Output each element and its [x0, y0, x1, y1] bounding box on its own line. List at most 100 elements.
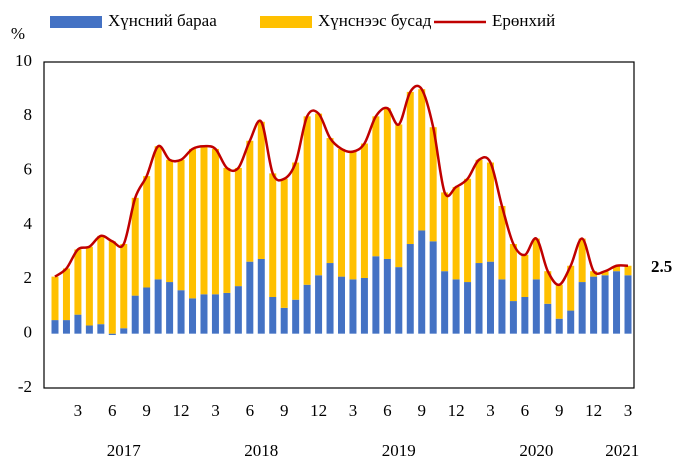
bar	[280, 307, 288, 334]
bar	[200, 294, 208, 334]
bar	[97, 235, 105, 325]
x-tick-label: 9	[555, 401, 564, 420]
bar	[269, 173, 277, 297]
bar	[555, 284, 563, 319]
bar	[189, 298, 197, 334]
bar	[464, 282, 472, 334]
x-tick-label: 12	[173, 401, 190, 420]
bar	[292, 299, 300, 334]
bar	[257, 258, 265, 334]
x-tick-label: 3	[349, 401, 358, 420]
bar	[601, 275, 609, 334]
bar	[108, 241, 116, 334]
bar	[326, 263, 334, 334]
bar	[62, 268, 70, 321]
y-tick-label: 6	[24, 160, 33, 179]
bar	[177, 159, 185, 291]
y-tick-label: 0	[24, 323, 33, 342]
bar	[280, 178, 288, 308]
bar	[498, 205, 506, 280]
x-tick-label: 9	[280, 401, 289, 420]
bar	[131, 295, 139, 334]
bar	[509, 244, 517, 302]
bar	[429, 241, 437, 334]
bar	[441, 271, 449, 334]
y-tick-label: 8	[24, 105, 33, 124]
legend-swatch	[50, 16, 102, 28]
year-label: 2021	[605, 441, 639, 460]
bar	[211, 294, 219, 334]
x-tick-label: 3	[486, 401, 495, 420]
bar	[418, 89, 426, 231]
bar	[475, 159, 483, 264]
x-tick-label: 3	[624, 401, 633, 420]
bar	[74, 314, 82, 334]
bar	[509, 301, 517, 334]
bar	[567, 265, 575, 311]
bar	[74, 249, 82, 315]
x-tick-label: 6	[521, 401, 530, 420]
bar	[475, 263, 483, 334]
bar	[338, 148, 345, 277]
bar	[303, 284, 311, 334]
bar	[567, 310, 575, 334]
y-unit-label: %	[11, 24, 25, 43]
bar	[120, 328, 128, 334]
annotation: 2.5	[651, 257, 672, 276]
bar	[613, 271, 621, 334]
x-tick-label: 3	[211, 401, 220, 420]
bar	[406, 244, 414, 334]
bar	[555, 318, 563, 334]
bar	[108, 333, 116, 336]
bar	[395, 124, 403, 268]
bar	[154, 279, 162, 334]
x-tick-label: 6	[383, 401, 392, 420]
bar	[223, 167, 231, 293]
bar	[211, 148, 219, 295]
bar	[177, 290, 185, 334]
bar	[234, 167, 242, 287]
bar	[395, 267, 403, 334]
x-tick-label: 9	[142, 401, 151, 420]
bar	[154, 146, 162, 280]
bar	[120, 244, 128, 329]
bar	[51, 320, 59, 334]
x-tick-label: 12	[585, 401, 602, 420]
bar	[452, 186, 460, 280]
year-label: 2018	[244, 441, 278, 460]
bar	[360, 143, 368, 278]
bar	[452, 279, 460, 334]
bar	[51, 276, 59, 321]
bar	[62, 320, 70, 334]
bar	[360, 277, 368, 334]
bar	[85, 246, 93, 326]
bar	[349, 279, 357, 334]
bar	[326, 138, 334, 264]
bar	[246, 140, 254, 262]
bar	[85, 325, 93, 334]
x-tick-label: 3	[74, 401, 83, 420]
bar	[590, 276, 598, 334]
y-tick-label: 10	[15, 51, 32, 70]
bar	[246, 261, 254, 334]
bar	[590, 271, 598, 277]
bar	[532, 238, 540, 280]
bar	[292, 162, 300, 300]
line	[54, 84, 629, 287]
y-tick-label: -2	[18, 377, 32, 396]
bar	[406, 91, 414, 245]
bar	[166, 159, 174, 283]
bar	[486, 162, 494, 262]
x-tick-label: 12	[448, 401, 465, 420]
bar	[234, 286, 242, 334]
bar	[429, 127, 437, 242]
bar	[338, 276, 345, 334]
bar	[521, 296, 529, 334]
bar	[498, 279, 506, 334]
bar	[544, 271, 552, 304]
bar	[486, 261, 494, 334]
year-label: 2017	[107, 441, 142, 460]
legend-swatch	[260, 16, 312, 28]
bar	[189, 148, 197, 299]
